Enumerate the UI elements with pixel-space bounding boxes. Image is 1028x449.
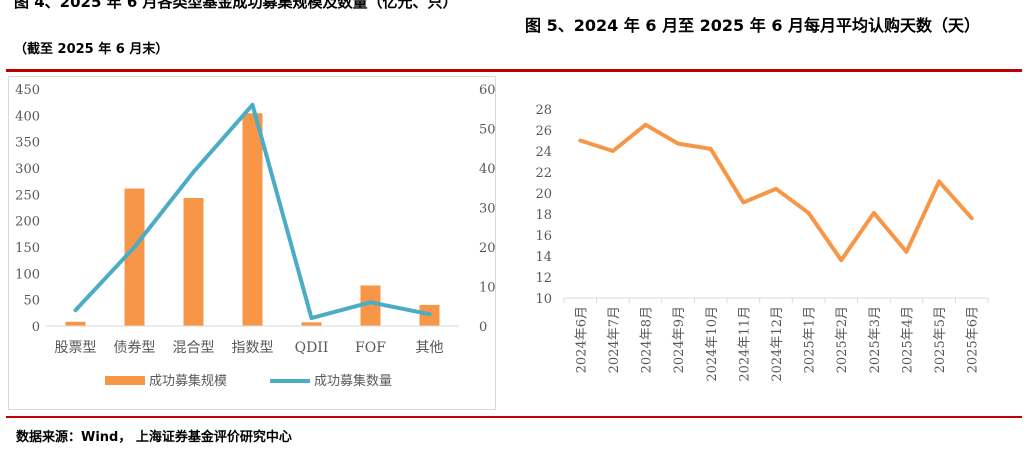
bar-scale: [65, 321, 86, 326]
right-chart-x-tick-label: 2024年10月: [705, 306, 720, 382]
right-y-tick-label: 10: [479, 281, 496, 296]
right-y-tick-label: 40: [479, 162, 496, 177]
right-chart-y-tick-label: 26: [535, 124, 552, 139]
right-chart-y-tick-label: 16: [535, 229, 552, 244]
right-chart-y-tick-label: 24: [535, 145, 552, 160]
legend-swatch-bar: [105, 376, 145, 385]
right-chart-x-tick-label: 2024年7月: [607, 306, 622, 373]
bar-scale: [301, 322, 322, 326]
bar-scale: [360, 285, 381, 326]
left-y-tick-label: 0: [32, 320, 40, 335]
right-chart-x-tick-label: 2024年12月: [770, 306, 785, 382]
bar-scale: [124, 188, 145, 326]
left-y-tick-label: 300: [15, 162, 40, 177]
right-y-tick-label: 20: [479, 241, 496, 256]
right-chart-x-tick-label: 2024年9月: [672, 306, 687, 373]
left-x-tick-label: 混合型: [173, 340, 215, 356]
left-x-tick-label: FOF: [355, 340, 386, 356]
bottom-divider: [6, 416, 1022, 418]
left-chart-frame: [8, 76, 496, 410]
right-chart-x-tick-label: 2025年5月: [933, 306, 948, 373]
top-divider: [6, 69, 1022, 72]
right-y-tick-label: 0: [479, 320, 487, 335]
left-y-tick-label: 200: [15, 215, 40, 230]
right-chart-y-tick-label: 18: [535, 208, 552, 223]
right-chart-x-tick-label: 2024年6月: [574, 306, 589, 373]
line-count: [73, 102, 432, 321]
left-x-tick-label: 其他: [416, 340, 444, 356]
left-chart-title: 图 4、2025 年 6 月各类型基金成功募集规模及数量（亿元、只）: [14, 0, 458, 11]
left-chart-subtitle: （截至 2025 年 6 月末）: [14, 42, 169, 57]
left-y-tick-label: 350: [15, 136, 40, 151]
right-chart-y-tick-label: 20: [535, 187, 552, 202]
right-chart-x-tick-label: 2025年3月: [868, 306, 883, 373]
left-x-tick-label: 股票型: [55, 340, 97, 356]
source-note: 数据来源：Wind， 上海证券基金评价研究中心: [16, 430, 292, 445]
right-chart-x-tick-label: 2025年2月: [835, 306, 850, 373]
line-subscription-days: [578, 122, 974, 263]
right-y-tick-label: 30: [479, 202, 496, 217]
legend-label-bar: 成功募集规模: [149, 373, 227, 389]
right-chart-x-tick-label: 2024年8月: [640, 306, 655, 373]
right-y-tick-label: 50: [479, 123, 496, 138]
right-chart-x-tick-label: 2025年1月: [803, 306, 818, 373]
right-chart-y-tick-label: 22: [535, 166, 552, 181]
left-y-tick-label: 400: [15, 109, 40, 124]
right-chart-y-tick-label: 14: [535, 250, 552, 265]
right-chart-x-tick-label: 2025年4月: [900, 306, 915, 373]
right-chart-y-tick-label: 10: [535, 292, 552, 307]
right-chart-x-tick-label: 2025年6月: [966, 306, 981, 373]
left-y-tick-label: 250: [15, 188, 40, 203]
left-y-tick-label: 150: [15, 241, 40, 256]
left-y-tick-label: 450: [15, 83, 40, 98]
left-y-tick-label: 100: [15, 267, 40, 282]
left-y-tick-label: 50: [23, 294, 40, 309]
right-chart-title: 图 5、2024 年 6 月至 2025 年 6 月每月平均认购天数（天）: [525, 16, 981, 35]
right-chart-y-tick-label: 12: [535, 271, 552, 286]
left-x-tick-label: QDII: [295, 340, 329, 356]
legend-label-line: 成功募集数量: [314, 373, 392, 389]
bar-scale: [183, 198, 204, 326]
right-y-tick-label: 60: [479, 83, 496, 98]
left-x-tick-label: 指数型: [232, 340, 274, 356]
bar-scale: [242, 113, 263, 326]
left-x-tick-label: 债券型: [114, 340, 156, 356]
right-chart-y-tick-label: 28: [535, 103, 552, 118]
right-chart-x-tick-label: 2024年11月: [737, 306, 752, 382]
